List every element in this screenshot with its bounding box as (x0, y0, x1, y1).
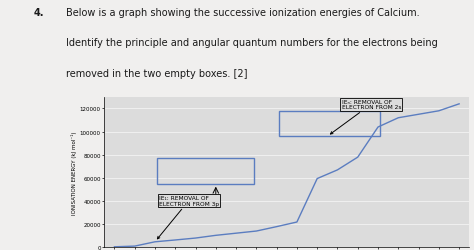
Text: IE₁: REMOVAL OF
ELECTRON FROM 3p: IE₁: REMOVAL OF ELECTRON FROM 3p (157, 195, 219, 239)
Text: 4.: 4. (33, 8, 44, 18)
Text: removed in the two empty boxes. [2]: removed in the two empty boxes. [2] (66, 68, 248, 78)
Text: Identify the principle and angular quantum numbers for the electrons being: Identify the principle and angular quant… (66, 38, 438, 48)
Text: Below is a graph showing the successive ionization energies of Calcium.: Below is a graph showing the successive … (66, 8, 420, 18)
Bar (279, 111, 380, 137)
Y-axis label: IONISATION ENERGY (kJ mol⁻¹): IONISATION ENERGY (kJ mol⁻¹) (71, 131, 77, 214)
Bar (157, 159, 255, 184)
Text: IEₙ: REMOVAL OF
ELECTRON FROM 2s: IEₙ: REMOVAL OF ELECTRON FROM 2s (330, 99, 401, 134)
